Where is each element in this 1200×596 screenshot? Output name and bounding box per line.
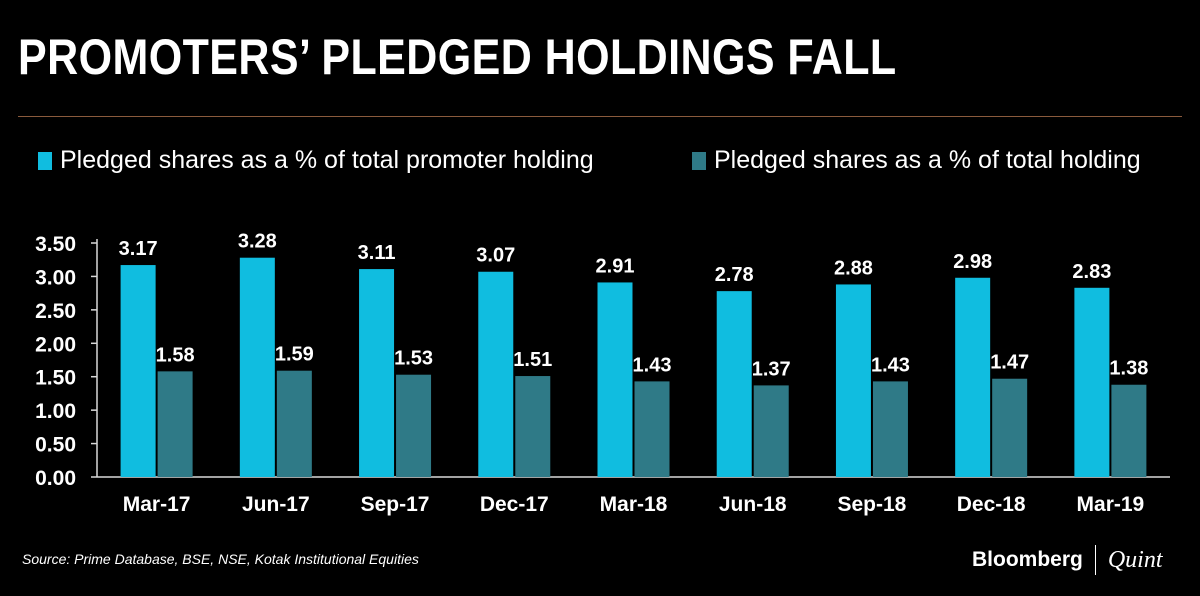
- data-label-series-2: 1.58: [156, 344, 195, 366]
- brand-sub: Quint: [1107, 546, 1163, 573]
- y-tick-label: 2.50: [35, 300, 76, 323]
- bar-series-2: [157, 371, 193, 477]
- data-label-series-1: 3.11: [358, 242, 396, 264]
- y-tick-label: 2.00: [35, 333, 76, 356]
- x-tick-label: Mar-17: [123, 493, 191, 516]
- y-tick-label: 3.50: [35, 233, 76, 256]
- bar-series-1: [120, 265, 156, 477]
- data-label-series-2: 1.47: [990, 352, 1029, 374]
- bar-series-1: [597, 282, 633, 477]
- bar-series-1: [955, 277, 991, 477]
- data-label-series-1: 2.88: [834, 257, 873, 279]
- x-tick-label: Dec-18: [957, 493, 1026, 516]
- legend-label-series-1: Pledged shares as a % of total promoter …: [60, 146, 594, 174]
- x-tick-label: Mar-18: [600, 493, 668, 516]
- bar-series-1: [359, 269, 395, 477]
- y-tick-label: 0.00: [35, 467, 76, 490]
- data-label-series-1: 2.91: [596, 255, 635, 277]
- source-note: Source: Prime Database, BSE, NSE, Kotak …: [22, 551, 419, 567]
- bar-series-1: [835, 284, 871, 477]
- data-label-series-1: 2.83: [1072, 261, 1111, 283]
- brand-name: Bloomberg: [972, 548, 1083, 571]
- data-label-series-2: 1.51: [513, 349, 552, 371]
- bar-series-1: [716, 291, 752, 477]
- data-label-series-2: 1.43: [871, 354, 910, 376]
- y-tick-label: 0.50: [35, 434, 76, 457]
- bar-series-1: [1074, 287, 1110, 477]
- bar-series-2: [634, 381, 670, 477]
- y-tick-label: 3.00: [35, 266, 76, 289]
- bar-series-2: [276, 370, 312, 477]
- x-tick-label: Sep-18: [838, 493, 907, 516]
- bar-series-2: [992, 378, 1028, 477]
- data-label-series-2: 1.37: [752, 358, 791, 380]
- bar-series-1: [239, 257, 275, 477]
- x-tick-label: Dec-17: [480, 493, 549, 516]
- bar-series-1: [478, 271, 514, 477]
- legend-item-total-holding: Pledged shares as a % of total holding: [692, 146, 1141, 175]
- data-label-series-1: 3.07: [476, 245, 515, 267]
- y-tick-label: 1.00: [35, 400, 76, 423]
- x-tick-label: Jun-18: [719, 493, 787, 516]
- data-label-series-2: 1.38: [1109, 358, 1148, 380]
- x-tick-label: Sep-17: [361, 493, 430, 516]
- brand-separator: [1094, 545, 1096, 575]
- bar-series-2: [515, 376, 551, 477]
- data-label-series-2: 1.53: [394, 348, 433, 370]
- brand-logo: Bloomberg Quint: [972, 545, 1163, 575]
- data-label-series-1: 2.78: [715, 264, 754, 286]
- x-tick-label: Mar-19: [1077, 493, 1145, 516]
- data-label-series-1: 2.98: [953, 251, 992, 273]
- title-divider: [18, 116, 1182, 117]
- data-label-series-1: 3.17: [119, 238, 158, 260]
- bar-series-2: [1111, 384, 1147, 477]
- chart-title: PROMOTERS’ PLEDGED HOLDINGS FALL: [18, 29, 897, 85]
- legend-swatch-series-2: [692, 151, 706, 170]
- legend-swatch-series-1: [38, 151, 52, 170]
- y-tick-label: 1.50: [35, 367, 76, 390]
- legend-label-series-2: Pledged shares as a % of total holding: [714, 146, 1141, 174]
- bar-series-2: [753, 385, 789, 477]
- x-tick-label: Jun-17: [242, 493, 310, 516]
- data-label-series-1: 3.28: [238, 231, 277, 253]
- data-label-series-2: 1.43: [633, 354, 672, 376]
- legend-item-promoter-holding: Pledged shares as a % of total promoter …: [38, 146, 594, 175]
- bar-series-2: [872, 381, 908, 477]
- bar-series-2: [396, 374, 432, 477]
- data-label-series-2: 1.59: [275, 344, 314, 366]
